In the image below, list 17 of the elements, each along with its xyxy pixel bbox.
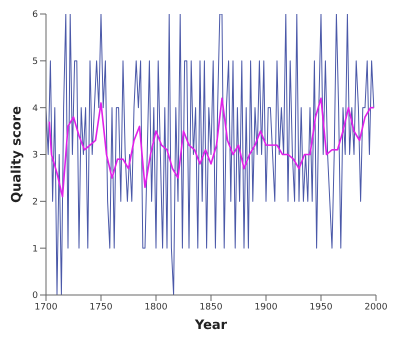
x-tick-label: 1850: [200, 302, 223, 312]
y-tick-label: 4: [32, 104, 38, 114]
y-tick-label: 2: [32, 198, 38, 208]
y-tick-label: 6: [32, 10, 38, 20]
x-axis-title: Year: [194, 318, 228, 333]
y-tick-label: 0: [32, 291, 38, 302]
x-tick-label: 1950: [310, 302, 333, 312]
y-tick-label: 5: [32, 57, 38, 68]
y-tick-label: 1: [32, 244, 38, 254]
x-tick-label: 2000: [364, 302, 388, 312]
x-tick-label: 1800: [144, 302, 168, 312]
x-tick-label: 1750: [90, 302, 113, 312]
y-tick-label: 3: [32, 150, 38, 161]
x-tick-label: 1700: [34, 302, 58, 312]
y-axis-title: Quality score: [10, 106, 25, 203]
x-tick-label: 1900: [254, 302, 278, 312]
line-series: [48, 98, 375, 198]
